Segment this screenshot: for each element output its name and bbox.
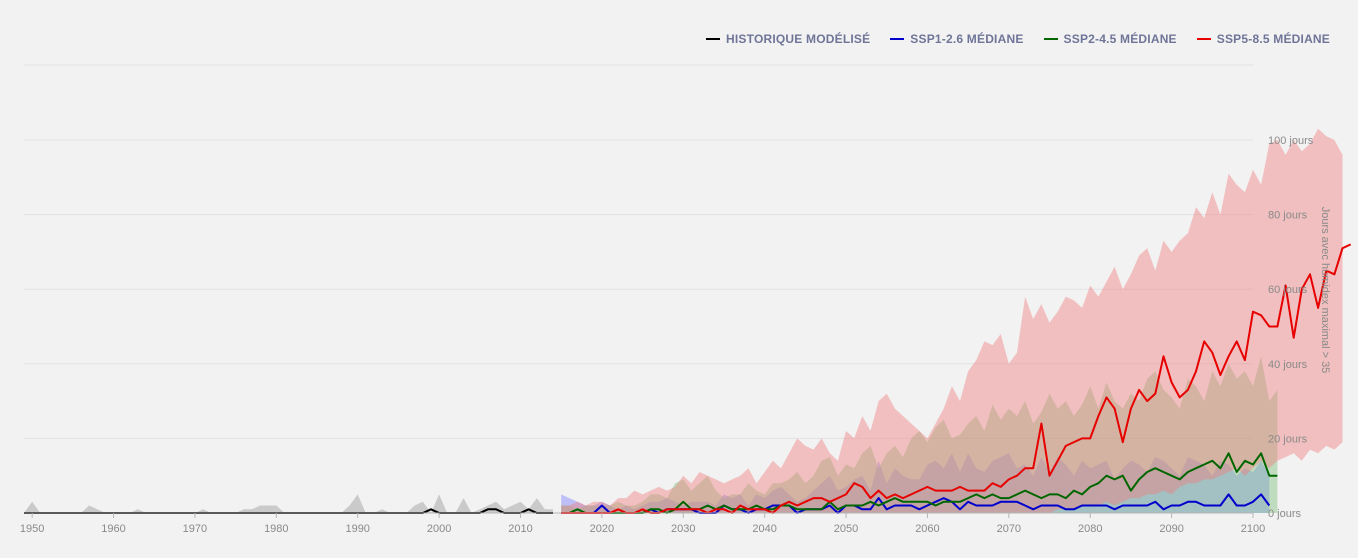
y-tick-label: 80 jours [1268,210,1308,222]
legend-swatch [890,38,905,40]
chart-legend: HISTORIQUE MODÉLISÉ SSP1-2.6 MÉDIANE SSP2-… [706,32,1330,46]
x-tick-label: 2080 [1078,523,1102,535]
x-tick-label: 2070 [997,523,1021,535]
legend-label: SSP2-4.5 MÉDIANE [1063,32,1177,46]
y-tick-label: 0 jours [1268,508,1302,520]
x-tick-label: 1970 [183,523,207,535]
uncertainty-band [24,494,553,513]
y-tick-label: 60 jours [1268,284,1308,296]
legend-item[interactable]: HISTORIQUE MODÉLISÉ [706,32,870,46]
x-tick-label: 1990 [345,523,369,535]
x-tick-label: 2020 [590,523,614,535]
x-tick-label: 2060 [915,523,939,535]
x-tick-label: 1950 [20,523,44,535]
x-tick-label: 2050 [834,523,858,535]
y-tick-label: 40 jours [1268,359,1308,371]
uncertainty-bands [24,128,1343,514]
legend-label: HISTORIQUE MODÉLISÉ [726,32,871,46]
legend-label: SSP1-2.6 MÉDIANE [910,32,1024,46]
x-tick-label: 2030 [671,523,695,535]
legend-swatch [1043,38,1058,40]
y-tick-label: 100 jours [1268,135,1314,147]
legend-item[interactable]: SSP2-4.5 MÉDIANE [1043,32,1177,46]
uncertainty-band [561,453,1270,513]
legend-label: SSP5-8.5 MÉDIANE [1216,32,1330,46]
legend-swatch [1196,38,1211,40]
x-tick-label: 2040 [752,523,776,535]
x-tick-label: 2000 [427,523,451,535]
x-tick-label: 2010 [508,523,532,535]
median-line[interactable] [24,508,553,514]
legend-item[interactable]: SSP5-8.5 MÉDIANE [1196,32,1330,46]
x-tick-label: 2090 [1159,523,1183,535]
uncertainty-band [561,128,1343,514]
x-tick-label: 1980 [264,523,288,535]
legend-swatch [706,38,721,40]
y-axis-label: Jours avec humidex maximal > 35 [1319,207,1331,374]
x-tick-label: 1960 [101,523,125,535]
median-line[interactable] [561,243,1352,514]
y-axis: 0 jours 20 jours 40 jours 60 jours 80 jours 1… [1268,135,1314,520]
y-tick-label: 20 jours [1268,433,1308,445]
x-axis: 1950 1960 1970 1980 1990 2000 2010 2020 2030 2040… [20,512,1265,535]
uncertainty-band [561,356,1278,513]
median-line[interactable] [561,452,1278,514]
legend-item[interactable]: SSP1-2.6 MÉDIANE [890,32,1023,46]
x-tick-label: 2100 [1241,523,1265,535]
